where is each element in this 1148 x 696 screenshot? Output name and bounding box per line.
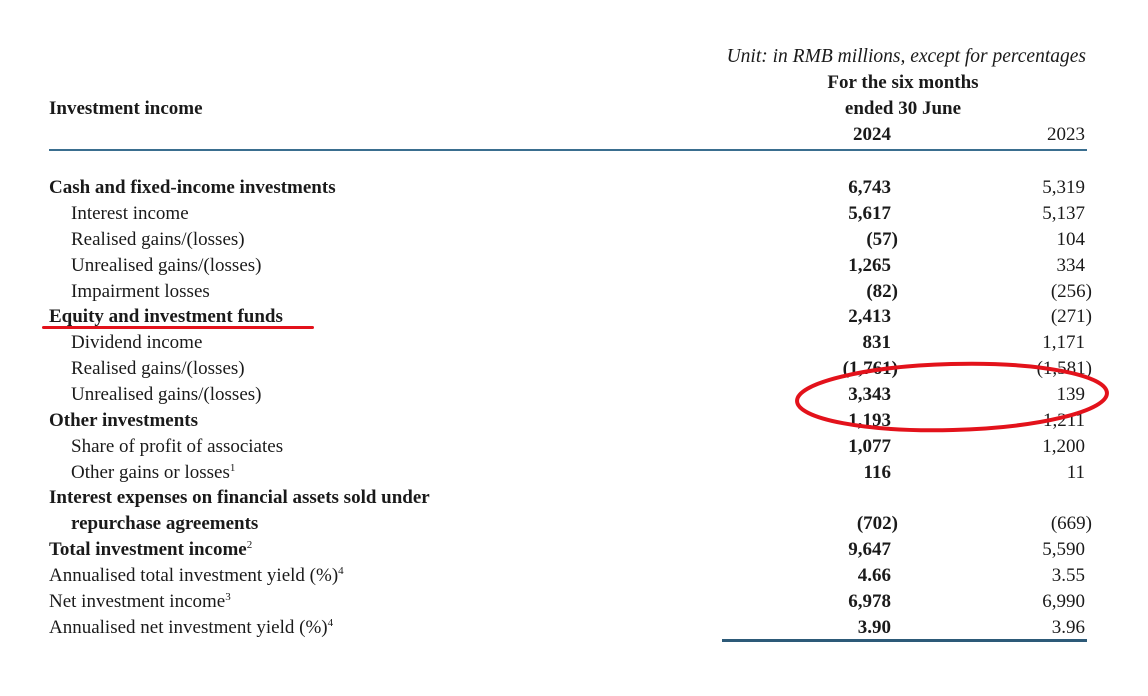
unit-note: Unit: in RMB millions, except for percen… [726, 46, 1086, 67]
value-2024: 831 [862, 332, 892, 353]
value-2024: 3.90 [857, 617, 891, 638]
value-2024: 1,265 [848, 255, 891, 276]
value-2023: 11 [1066, 462, 1085, 483]
value-2023: 334 [1056, 255, 1086, 276]
table-row: Other gains or losses1 116 11 [0, 460, 1148, 486]
value-2023: 5,590 [1042, 539, 1085, 560]
value-2023: 1,211 [1042, 410, 1085, 431]
table-row: Net investment income3 6,978 6,990 [0, 589, 1148, 615]
row-label: Annualised total investment yield (%) [49, 565, 339, 586]
table-row: Realised gains/(losses) (57) 104 [0, 227, 1148, 253]
table-row: Unrealised gains/(losses) 1,265 334 [0, 253, 1148, 279]
header-rule [49, 149, 1087, 151]
row-label: Other gains or losses [71, 462, 230, 483]
footnote-marker: 3 [225, 591, 231, 603]
value-2024: 6,978 [848, 591, 891, 612]
value-2023: 6,990 [1042, 591, 1085, 612]
value-2024: (82) [866, 281, 898, 302]
table-row: Realised gains/(losses) (1,761) (1,581) [0, 356, 1148, 382]
table-row: Equity and investment funds 2,413 (271) [0, 304, 1148, 330]
value-2024: 6,743 [848, 177, 891, 198]
row-label-with-footnote: Annualised total investment yield (%)4 [49, 563, 344, 589]
value-2024: 5,617 [848, 203, 891, 224]
row-label: repurchase agreements [71, 513, 259, 534]
row-label-with-footnote: Total investment income2 [49, 537, 252, 563]
row-label: Annualised net investment yield (%) [49, 617, 328, 638]
footnote-marker: 4 [338, 565, 344, 577]
value-2023: (669) [1050, 513, 1092, 534]
footnote-marker: 4 [327, 617, 334, 629]
row-label: Other investments [49, 410, 198, 431]
value-2023: 1,171 [1042, 332, 1085, 353]
total-rule [722, 639, 1087, 642]
row-label-with-footnote: Other gains or losses1 [71, 460, 235, 486]
row-label: Dividend income [71, 332, 203, 353]
row-label: Share of profit of associates [71, 436, 284, 457]
value-2024: 9,647 [848, 539, 891, 560]
value-2023: 5,319 [1042, 177, 1085, 198]
table-row: Annualised net investment yield (%)4 3.9… [0, 615, 1148, 641]
value-2024: 116 [863, 462, 891, 483]
value-2023: (1,581) [1036, 358, 1092, 379]
table-row: Cash and fixed-income investments 6,743 … [0, 175, 1148, 201]
table-row: Other investments 1,193 1,211 [0, 408, 1148, 434]
table-row: Unrealised gains/(losses) 3,343 139 [0, 382, 1148, 408]
table-row: Total investment income2 9,647 5,590 [0, 537, 1148, 563]
row-label: Realised gains/(losses) [71, 358, 245, 379]
value-2024: 1,193 [848, 410, 891, 431]
value-2023: 3.55 [1051, 565, 1085, 586]
footnote-marker: 2 [246, 539, 253, 551]
value-2024: (57) [866, 229, 898, 250]
table-row: Interest income 5,617 5,137 [0, 201, 1148, 227]
period-heading-line1: For the six months [827, 72, 979, 93]
footnote-marker: 1 [229, 462, 236, 474]
red-underline-annotation [42, 326, 314, 329]
value-2024: 1,077 [848, 436, 891, 457]
section-title: Investment income [49, 98, 203, 119]
value-2023: 1,200 [1042, 436, 1085, 457]
value-2024: (1,761) [842, 358, 898, 379]
row-label: Equity and investment funds [49, 306, 283, 327]
row-label: Realised gains/(losses) [71, 229, 245, 250]
row-label: Total investment income [49, 539, 247, 560]
column-header-2023: 2023 [1047, 124, 1085, 145]
row-label: Unrealised gains/(losses) [71, 384, 262, 405]
table-row: Annualised total investment yield (%)4 4… [0, 563, 1148, 589]
value-2023: 3.96 [1051, 617, 1085, 638]
value-2023: (271) [1050, 306, 1092, 327]
row-label-with-footnote: Net investment income3 [49, 589, 231, 615]
row-label: Cash and fixed-income investments [49, 177, 336, 198]
row-label: Net investment income [49, 591, 226, 612]
row-label: Unrealised gains/(losses) [71, 255, 262, 276]
value-2023: 139 [1056, 384, 1086, 405]
table-row: Impairment losses (82) (256) [0, 279, 1148, 305]
value-2024: 2,413 [848, 306, 891, 327]
value-2023: 5,137 [1042, 203, 1085, 224]
row-label: Interest expenses on financial assets so… [49, 487, 430, 508]
row-label-with-footnote: Annualised net investment yield (%)4 [49, 615, 333, 641]
value-2024: (702) [856, 513, 898, 534]
row-label: Impairment losses [71, 281, 210, 302]
table-row: repurchase agreements (702) (669) [0, 511, 1148, 537]
table-row: Interest expenses on financial assets so… [0, 485, 1148, 511]
value-2024: 3,343 [848, 384, 891, 405]
value-2023: 104 [1056, 229, 1086, 250]
table-row: Share of profit of associates 1,077 1,20… [0, 434, 1148, 460]
row-label: Interest income [71, 203, 189, 224]
column-header-2024: 2024 [853, 124, 891, 145]
period-heading-line2: ended 30 June [844, 98, 962, 119]
table-row: Dividend income 831 1,171 [0, 330, 1148, 356]
value-2023: (256) [1050, 281, 1092, 302]
value-2024: 4.66 [857, 565, 891, 586]
